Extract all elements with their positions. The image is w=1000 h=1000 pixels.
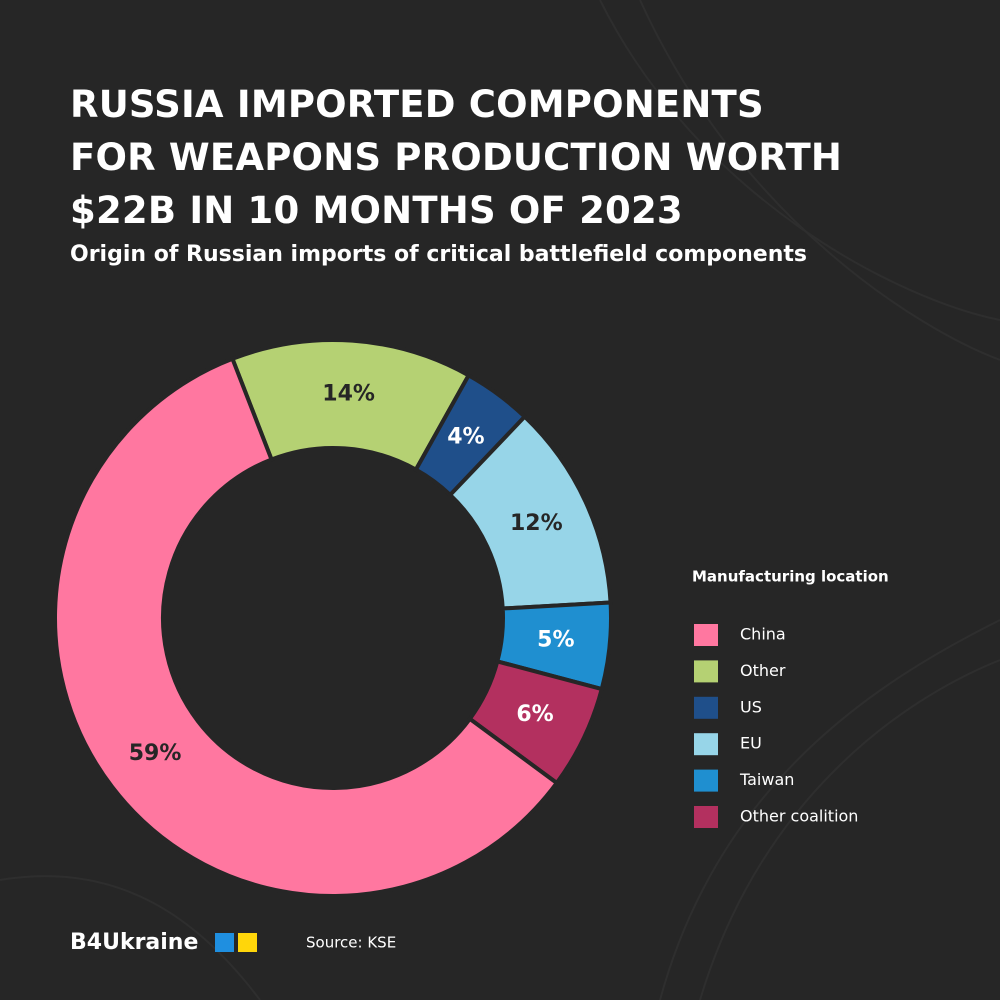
legend-swatch [694, 660, 718, 683]
data-label: 14% [322, 382, 375, 407]
source: Source: KSE [306, 934, 396, 952]
legend-label: EU [740, 734, 762, 753]
legend-label: US [740, 697, 762, 716]
subtitle: Origin of Russian imports of critical ba… [70, 242, 807, 267]
donut-segment [53, 356, 560, 898]
legend-label: Other [740, 661, 786, 680]
legend-label: China [740, 625, 786, 644]
data-label: 59% [129, 741, 182, 766]
data-label: 12% [510, 511, 563, 536]
legend-swatch [694, 733, 718, 756]
title: RUSSIA IMPORTED COMPONENTS FOR WEAPONS P… [70, 83, 843, 232]
legend-title: Manufacturing location [692, 568, 889, 586]
brand-flag-yellow [238, 933, 257, 952]
brand-flag-blue [215, 933, 234, 952]
legend-swatch [694, 696, 718, 719]
data-label: 6% [516, 702, 553, 727]
legend-swatch [694, 769, 718, 792]
legend-label: Taiwan [739, 770, 794, 789]
data-label: 4% [447, 425, 484, 450]
legend-swatch [694, 624, 718, 646]
data-label: 5% [537, 628, 574, 653]
brand: B4Ukraine [70, 930, 198, 955]
legend-swatch [694, 806, 718, 828]
legend-label: Other coalition [740, 807, 858, 826]
